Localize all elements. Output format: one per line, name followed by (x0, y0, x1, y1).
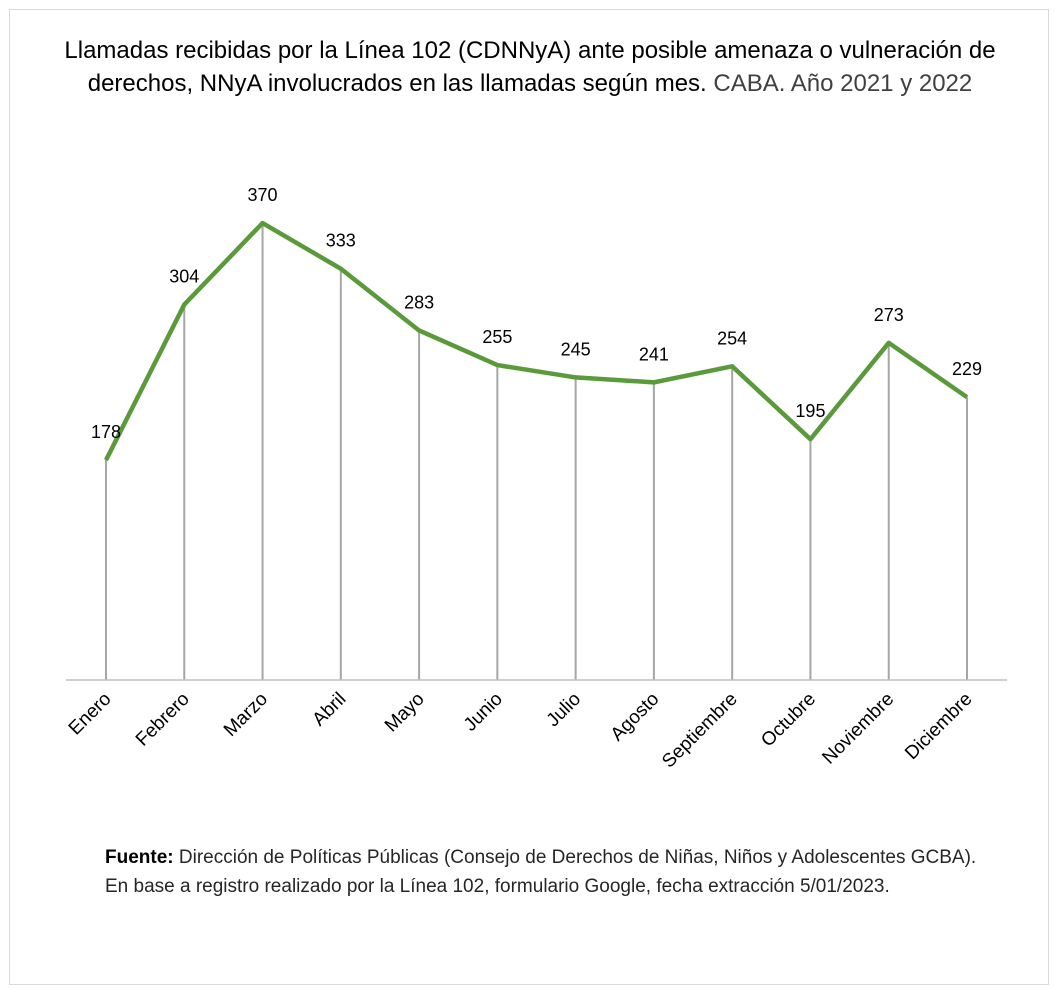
x-tick-label: Mayo (381, 689, 429, 737)
data-label: 304 (169, 267, 199, 287)
x-tick-label: Marzo (220, 689, 272, 741)
data-labels: 178 304 370 333 283 255 245 241 254 195 273 229 (91, 185, 982, 442)
chart-subtitle: CABA. Año 2021 y 2022 (713, 70, 973, 97)
chart-title: Llamadas recibidas por la Línea 102 (CDN… (64, 37, 996, 97)
data-label: 241 (639, 344, 669, 364)
series-line (103, 220, 969, 462)
data-label: 229 (952, 359, 982, 379)
source-label: Fuente: (105, 847, 174, 868)
data-label: 178 (91, 422, 121, 442)
x-tick-label: Agosto (607, 689, 664, 746)
chart-frame (9, 9, 1049, 985)
x-tick-label: Junio (460, 689, 507, 736)
x-tick-label: Diciembre (901, 689, 976, 764)
data-label: 255 (482, 327, 512, 347)
source-note: Fuente: Dirección de Políticas Públicas … (105, 843, 985, 901)
x-tick-label: Enero (65, 689, 116, 740)
data-label: 333 (326, 231, 356, 251)
x-tick-labels: Enero Febrero Marzo Abril Mayo Junio Julio Agos… (65, 689, 977, 773)
x-tick-label: Octubre (757, 689, 820, 752)
data-label: 273 (874, 305, 904, 325)
source-text: Dirección de Políticas Públicas (Consejo… (105, 847, 977, 897)
x-tick-label: Julio (543, 689, 585, 731)
x-tick-label: Noviembre (818, 689, 898, 769)
data-label: 245 (561, 339, 591, 359)
drop-lines (105, 223, 968, 680)
data-label: 195 (795, 401, 825, 421)
x-tick-label: Abril (309, 689, 351, 731)
data-label: 283 (404, 292, 434, 312)
x-tick-label: Febrero (132, 689, 194, 751)
data-label: 370 (248, 185, 278, 205)
x-tick-label: Septiembre (658, 689, 742, 773)
chart-title-block: Llamadas recibidas por la Línea 102 (CDN… (60, 34, 1000, 100)
data-label: 254 (717, 328, 747, 348)
